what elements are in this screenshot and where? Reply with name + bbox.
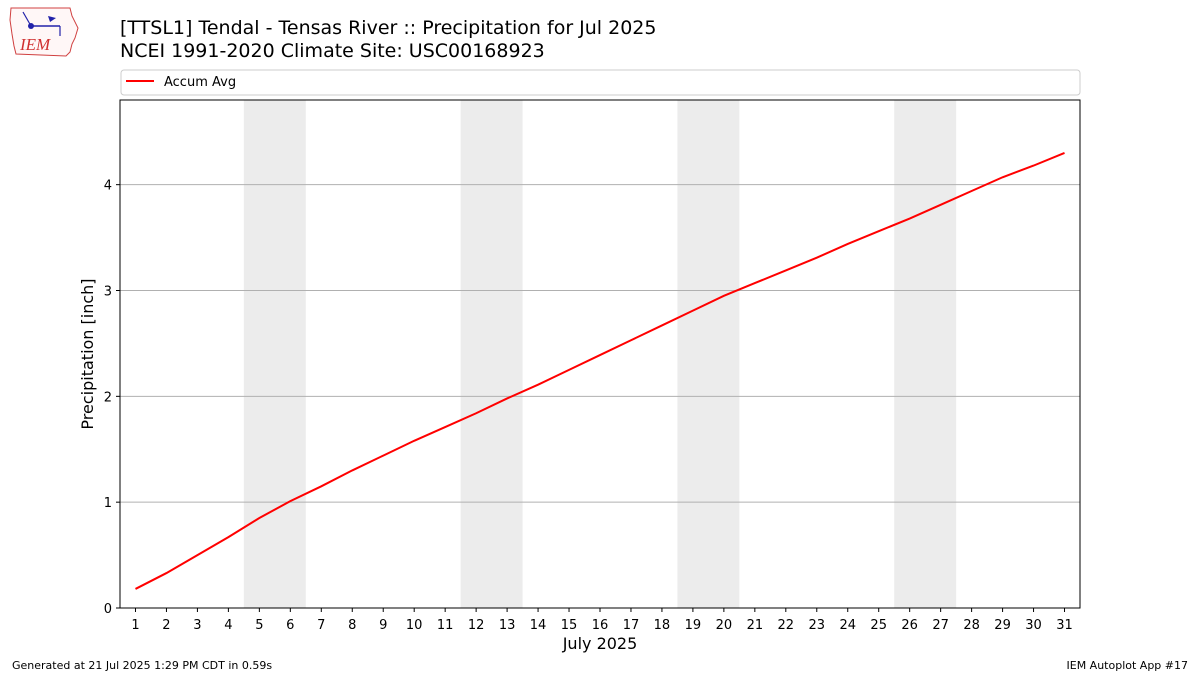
x-tick-label: 29	[994, 618, 1011, 633]
x-tick-label: 7	[317, 618, 325, 633]
y-tick-label: 1	[104, 496, 112, 511]
x-tick-label: 4	[224, 618, 232, 633]
plot-frame	[119, 99, 1081, 609]
x-tick-label: 3	[193, 618, 201, 633]
x-tick-label: 16	[592, 618, 609, 633]
legend-label: Accum Avg	[164, 75, 236, 90]
x-tick-label: 26	[901, 618, 918, 633]
weekend-shade	[243, 100, 306, 608]
iowa-map-icon: IEM	[9, 7, 79, 57]
x-tick-label: 12	[468, 618, 485, 633]
weekend-shade	[677, 100, 740, 608]
weekend-shade	[894, 100, 957, 608]
x-tick-label: 27	[932, 618, 949, 633]
y-tick-label: 0	[104, 602, 112, 617]
x-tick-label: 21	[747, 618, 764, 633]
x-tick-label: 17	[623, 618, 640, 633]
x-tick-label: 19	[685, 618, 702, 633]
x-tick-label: 9	[379, 618, 387, 633]
x-tick-label: 22	[778, 618, 795, 633]
x-tick-label: 1	[131, 618, 139, 633]
generated-timestamp: Generated at 21 Jul 2025 1:29 PM CDT in …	[12, 659, 273, 672]
chart-subtitle: NCEI 1991-2020 Climate Site: USC00168923	[120, 40, 545, 62]
logo-text: IEM	[19, 35, 51, 54]
chart-title: [TTSL1] Tendal - Tensas River :: Precipi…	[120, 17, 657, 39]
iem-logo: IEM	[8, 6, 80, 64]
y-axis-label: Precipitation [inch]	[78, 278, 97, 429]
x-tick-label: 2	[162, 618, 170, 633]
x-tick-label: 31	[1056, 618, 1073, 633]
x-axis-label: July 2025	[562, 634, 638, 653]
x-tick-label: 20	[716, 618, 733, 633]
y-tick-label: 3	[104, 285, 112, 300]
x-tick-label: 28	[963, 618, 980, 633]
x-tick-label: 15	[561, 618, 578, 633]
legend	[120, 69, 1081, 96]
app-credit: IEM Autoplot App #17	[1066, 659, 1189, 672]
x-tick-label: 30	[1025, 618, 1042, 633]
y-tick-label: 2	[104, 390, 112, 405]
weekend-shade	[460, 100, 523, 608]
y-tick-label: 4	[104, 179, 112, 194]
x-tick-label: 6	[286, 618, 294, 633]
x-tick-label: 23	[809, 618, 826, 633]
x-tick-label: 25	[870, 618, 887, 633]
x-tick-label: 13	[499, 618, 516, 633]
x-tick-label: 8	[348, 618, 356, 633]
x-tick-label: 24	[839, 618, 856, 633]
x-tick-label: 18	[654, 618, 671, 633]
x-tick-label: 5	[255, 618, 263, 633]
x-tick-label: 10	[406, 618, 423, 633]
x-tick-label: 11	[437, 618, 454, 633]
x-tick-label: 14	[530, 618, 547, 633]
